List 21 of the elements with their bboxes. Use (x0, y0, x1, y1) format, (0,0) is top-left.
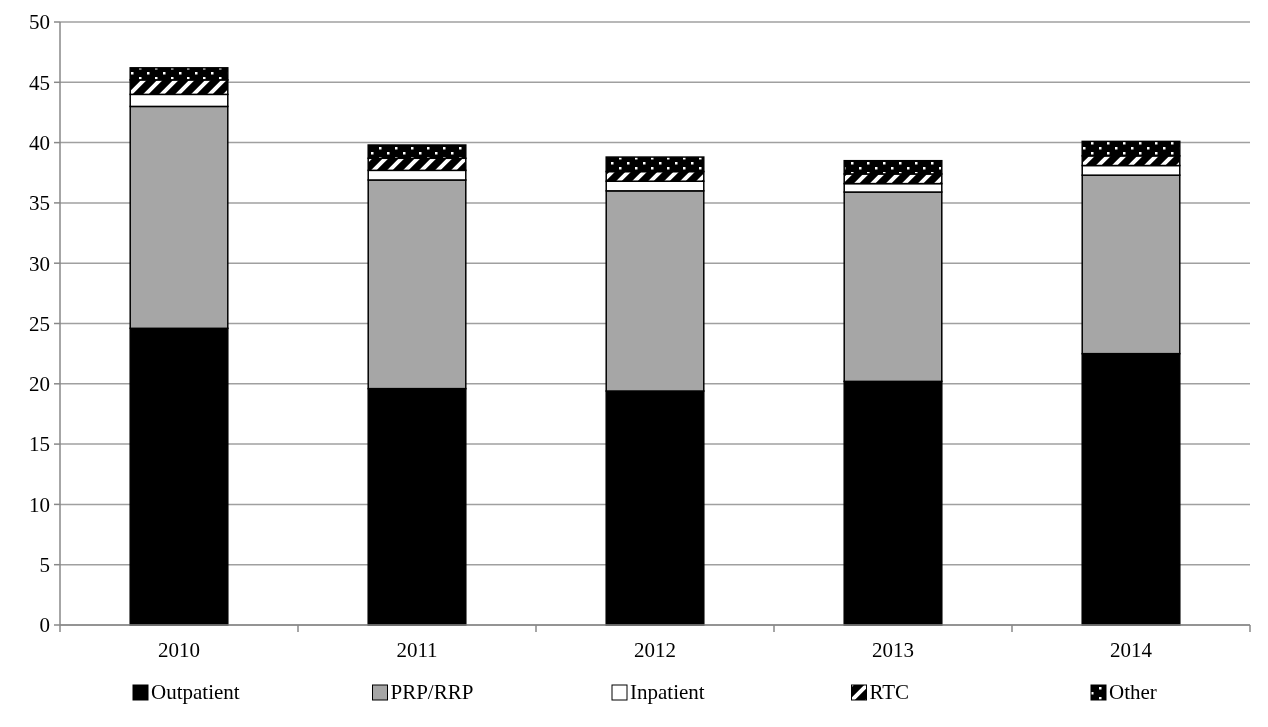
legend-label: Outpatient (151, 680, 240, 704)
legend-label: Other (1109, 680, 1157, 704)
x-tick-label: 2011 (396, 638, 438, 662)
x-tick-label: 2014 (1110, 638, 1153, 662)
y-tick-label: 20 (29, 372, 50, 397)
y-tick-label: 10 (29, 492, 50, 517)
y-tick-label: 35 (29, 191, 50, 216)
x-tick-label: 2012 (634, 638, 676, 662)
y-tick-label: 30 (29, 251, 50, 276)
y-tick-label: 5 (39, 553, 50, 578)
y-tick-label: 40 (29, 130, 50, 155)
y-tick-label: 50 (29, 10, 50, 35)
y-tick-label: 45 (29, 70, 50, 95)
y-tick-label: 0 (39, 613, 50, 638)
x-tick-label: 2013 (872, 638, 914, 662)
legend-label: Inpatient (630, 680, 705, 704)
x-tick-label: 2010 (158, 638, 200, 662)
legend-label: PRP/RRP (390, 680, 474, 704)
legend-label: RTC (869, 680, 910, 704)
y-tick-label: 25 (29, 311, 50, 336)
y-tick-label: 15 (29, 432, 50, 457)
